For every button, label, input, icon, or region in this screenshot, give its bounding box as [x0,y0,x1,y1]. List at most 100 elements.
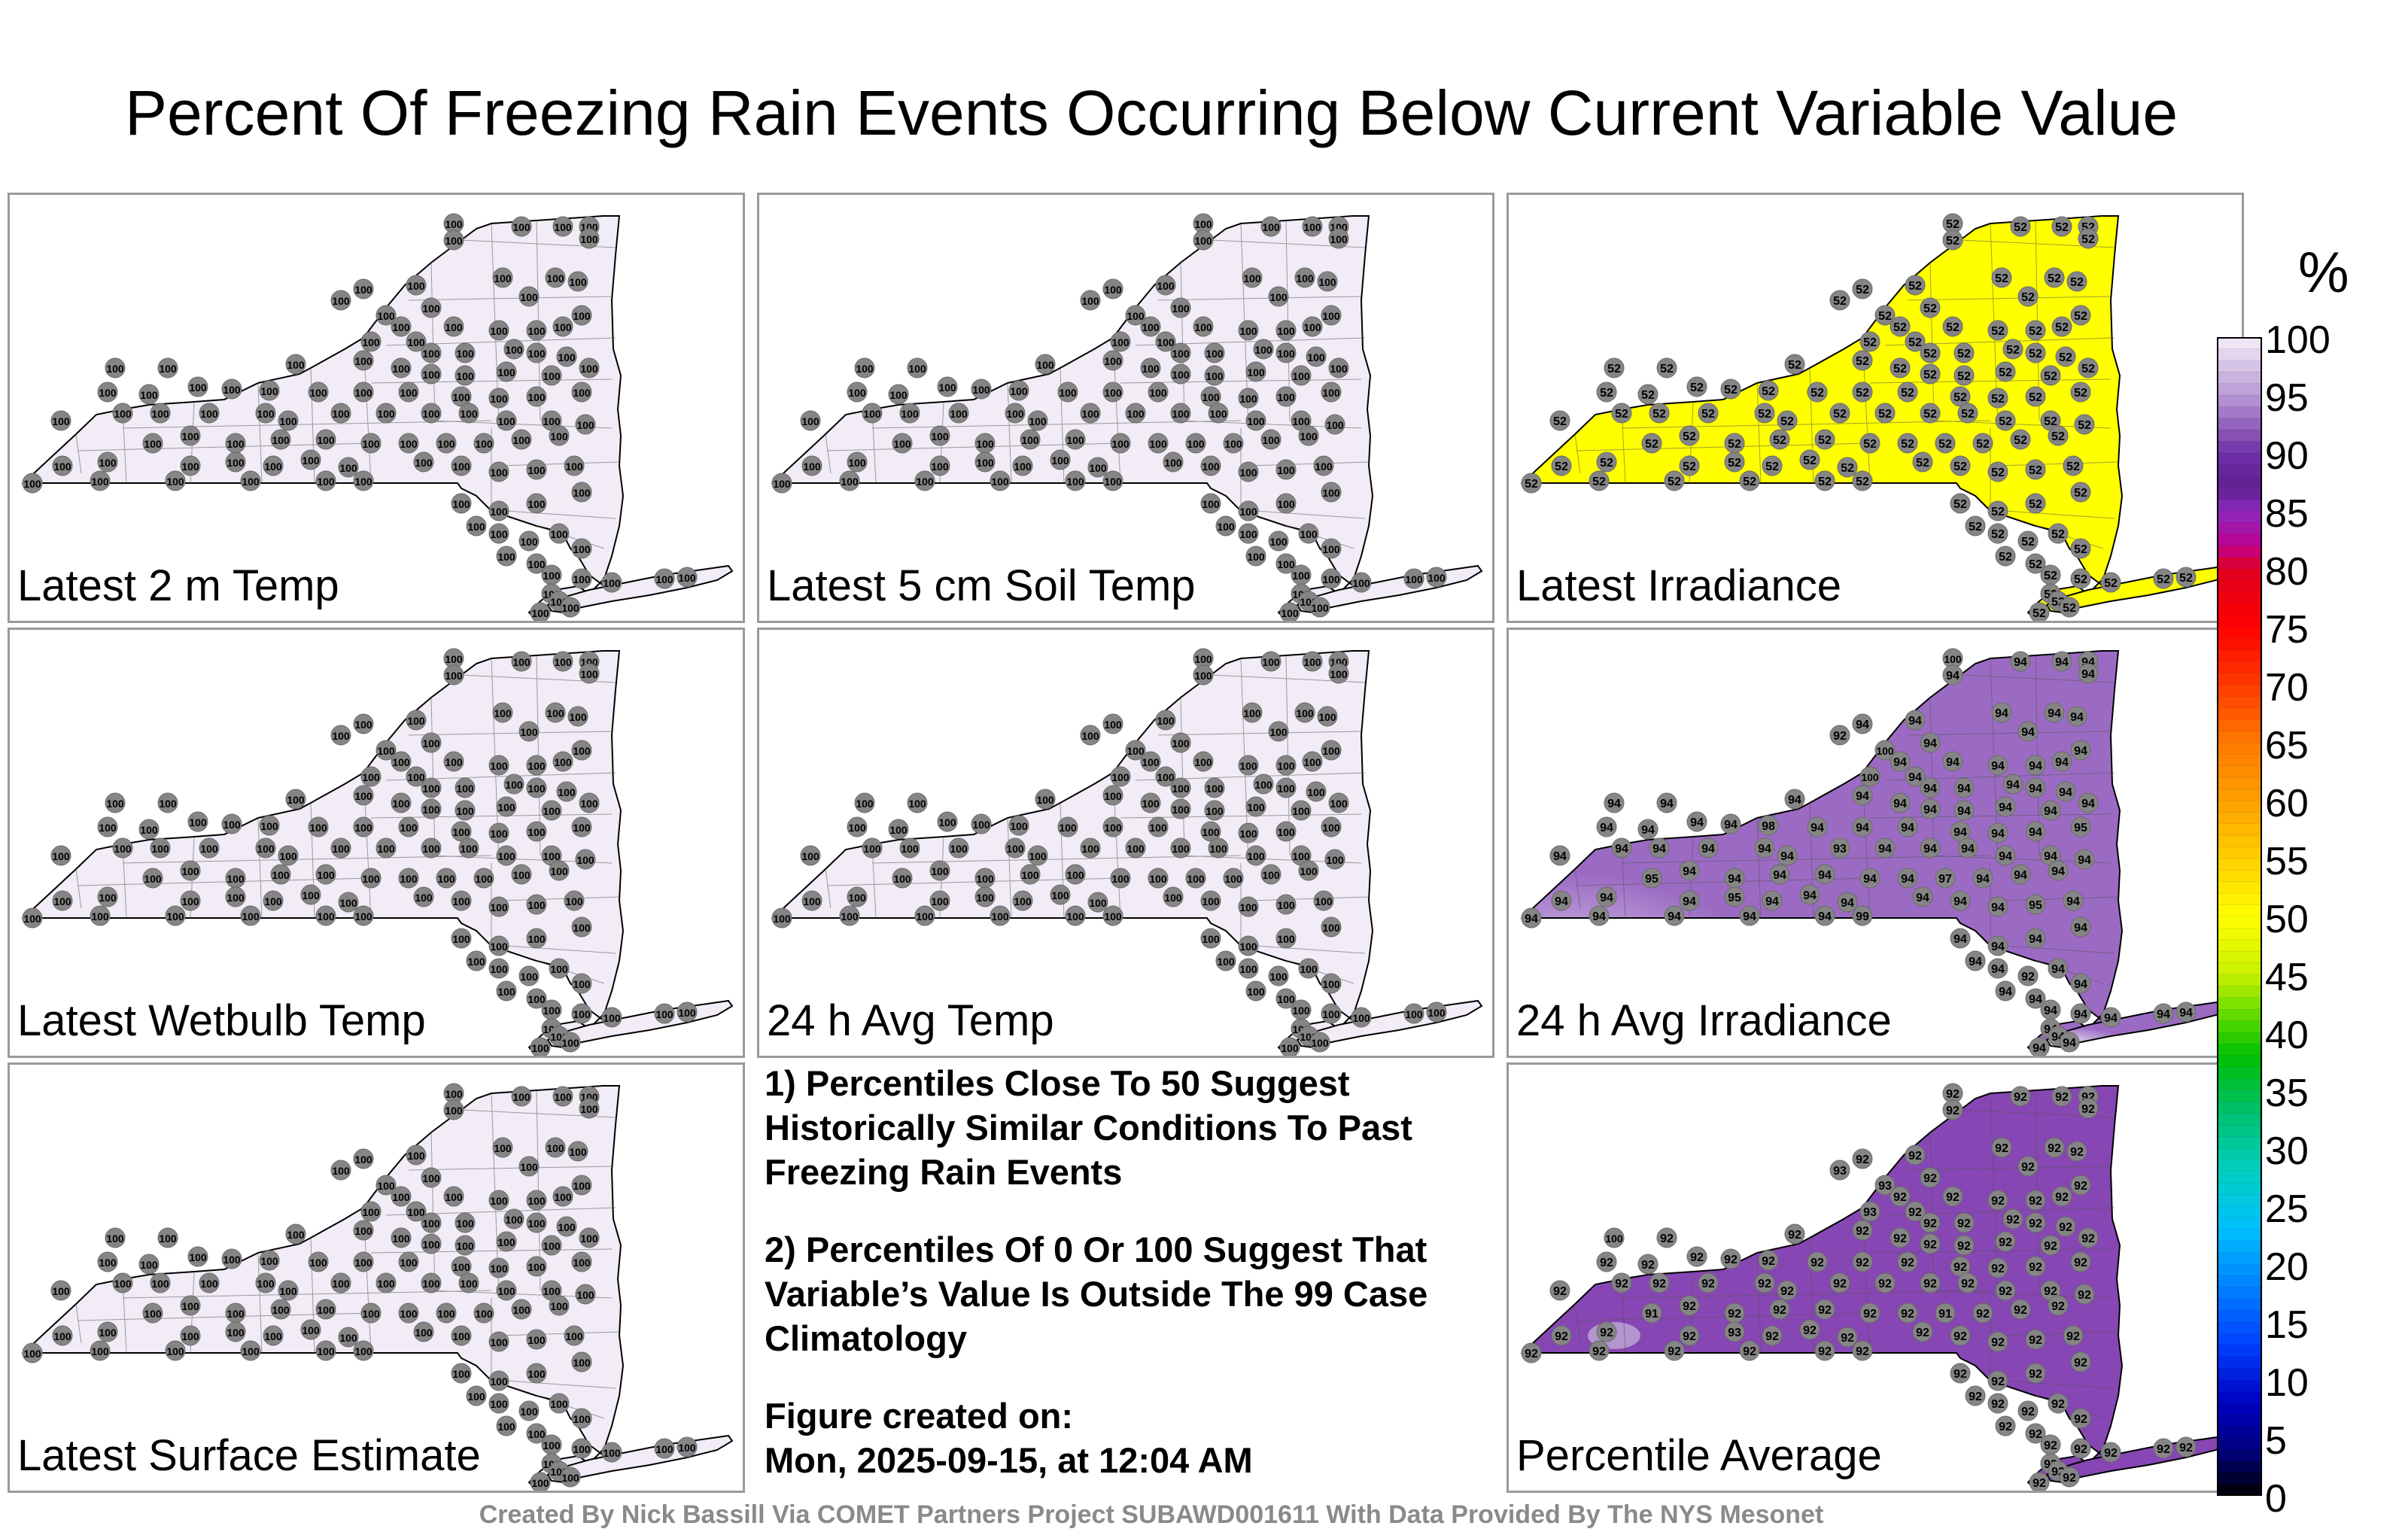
svg-text:92: 92 [1743,1345,1756,1358]
station-marker: 100 [199,403,220,424]
svg-text:100: 100 [543,370,561,382]
station-marker: 100 [567,271,588,292]
svg-text:100: 100 [848,457,866,469]
station-marker: 52 [1890,357,1911,378]
station-marker: 100 [278,1280,299,1301]
station-marker: 100 [443,1186,464,1207]
county-lines [1574,1090,2119,1419]
station-marker: 93 [1829,837,1850,859]
colorbar-tick-label: 65 [2265,724,2309,768]
svg-text:100: 100 [400,1308,418,1320]
svg-text:100: 100 [573,487,591,499]
station-marker: 100 [1125,837,1146,859]
station-marker: 100 [545,1137,566,1158]
station-marker: 52 [1935,433,1956,454]
station-marker: 100 [564,1325,585,1346]
station-marker: 100 [496,1231,517,1252]
station-marker: 100 [240,1340,261,1361]
station-marker: 100 [571,1175,592,1196]
svg-text:100: 100 [573,1413,591,1425]
svg-text:98: 98 [1762,820,1775,833]
svg-text:100: 100 [1006,408,1024,420]
svg-text:100: 100 [422,737,440,749]
svg-text:92: 92 [1641,1259,1655,1272]
svg-text:94: 94 [2066,895,2080,908]
station-marker: 100 [315,470,336,491]
svg-text:100: 100 [931,430,949,442]
svg-text:100: 100 [452,933,470,945]
svg-text:52: 52 [1660,363,1674,375]
station-marker: 100 [308,1251,329,1272]
station-marker: 100 [1426,567,1447,588]
svg-text:100: 100 [1405,573,1423,585]
svg-text:92: 92 [1833,1278,1847,1290]
colorbar-tick-label: 70 [2265,666,2309,710]
svg-text:94: 94 [1788,794,1801,807]
station-marker: 94 [1965,950,1986,971]
svg-text:93: 93 [1728,1327,1741,1339]
figure-created-label: Figure created on: [765,1396,1074,1436]
station-marker: 100 [488,1257,509,1278]
svg-text:92: 92 [1773,1304,1786,1317]
station-marker: 94 [1664,905,1685,926]
svg-text:94: 94 [2051,963,2065,976]
svg-text:92: 92 [1762,1255,1775,1268]
svg-text:94: 94 [2074,978,2087,991]
station-marker: 100 [1140,357,1161,378]
station-marker: 100 [511,1299,532,1320]
station-marker: 100 [97,1251,118,1272]
station-marker: 100 [1148,868,1169,889]
svg-text:95: 95 [1645,873,1659,886]
ny-state-shape [21,650,625,1056]
svg-text:100: 100 [392,321,410,333]
svg-text:92: 92 [2063,1472,2076,1485]
station-marker: 100 [263,455,284,476]
svg-text:100: 100 [573,978,591,990]
svg-text:100: 100 [1326,419,1344,431]
station-marker: 92 [2063,1325,2084,1346]
station-marker: 52 [1942,229,1963,251]
svg-text:100: 100 [272,869,290,881]
svg-text:94: 94 [2021,726,2035,739]
station-marker: 92 [1814,1299,1835,1320]
station-marker: 100 [259,1250,280,1271]
station-marker: 100 [1275,988,1297,1009]
colorbar-tick-label: 45 [2265,956,2309,999]
station-marker: 92 [1637,1254,1659,1275]
panel-label: 24 h Avg Temp [767,996,1054,1045]
station-marker: 100 [541,1280,562,1301]
svg-text:100: 100 [893,438,911,450]
svg-text:100: 100 [497,551,515,563]
svg-text:52: 52 [2044,370,2057,383]
svg-text:100: 100 [99,457,117,469]
station-marker: 100 [97,1321,118,1342]
station-marker: 100 [579,1227,600,1248]
svg-text:100: 100 [1277,325,1295,337]
station-marker: 100 [1324,849,1345,870]
svg-text:100: 100 [422,804,440,816]
station-marker: 100 [455,800,476,821]
svg-text:94: 94 [1953,826,1967,839]
svg-text:100: 100 [400,1257,418,1269]
station-marker: 100 [458,403,479,424]
svg-text:92: 92 [1856,1225,1869,1238]
station-marker: 100 [571,568,592,589]
svg-text:100: 100 [415,457,433,469]
svg-text:92: 92 [2157,1443,2170,1456]
svg-text:100: 100 [1202,391,1220,403]
svg-text:94: 94 [1773,869,1786,882]
svg-text:100: 100 [1209,843,1227,855]
station-marker: 100 [1012,455,1033,476]
station-marker: 100 [771,473,792,494]
svg-text:100: 100 [1247,366,1265,378]
station-marker: 100 [330,837,351,859]
svg-text:100: 100 [181,1330,199,1342]
station-marker: 92 [1920,1272,1941,1293]
station-marker: 100 [187,811,208,832]
svg-text:100: 100 [1104,790,1122,802]
svg-text:100: 100 [497,1421,515,1433]
station-marker: 92 [1874,1272,1896,1293]
station-marker: 100 [338,457,359,478]
svg-text:92: 92 [1923,1278,1937,1290]
